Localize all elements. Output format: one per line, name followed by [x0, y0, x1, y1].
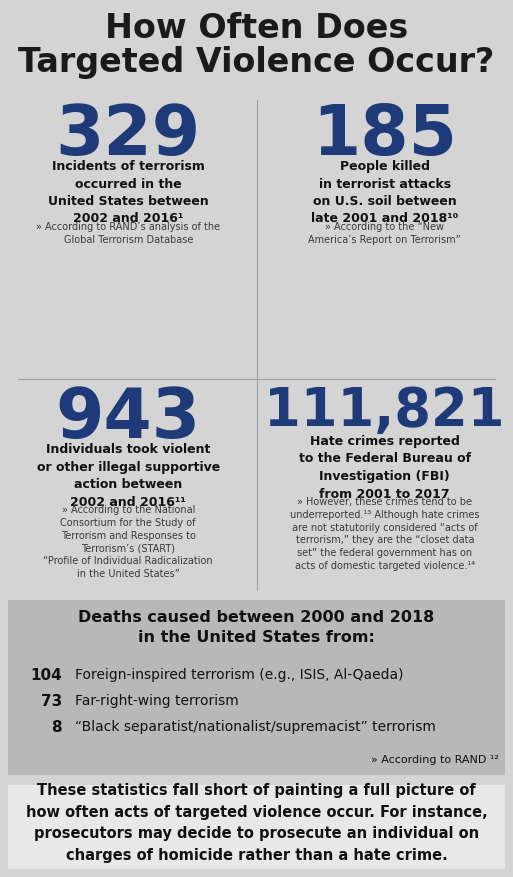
Text: People killed
in terrorist attacks
on U.S. soil between
late 2001 and 2018¹⁰: People killed in terrorist attacks on U.… — [311, 160, 459, 225]
Text: 185: 185 — [312, 102, 457, 169]
Text: » According to RAND ¹²: » According to RAND ¹² — [371, 755, 499, 765]
Text: Incidents of terrorism
occurred in the
United States between
2002 and 2016¹: Incidents of terrorism occurred in the U… — [48, 160, 209, 225]
Text: » According to the National
Consortium for the Study of
Terrorism and Responses : » According to the National Consortium f… — [44, 505, 213, 579]
Text: 329: 329 — [55, 102, 201, 169]
Text: 111,821: 111,821 — [265, 385, 505, 437]
FancyBboxPatch shape — [8, 785, 505, 869]
Text: Hate crimes reported
to the Federal Bureau of
Investigation (FBI)
from 2001 to 2: Hate crimes reported to the Federal Bure… — [299, 435, 471, 501]
Text: » However, these crimes tend to be
underreported.¹³ Although hate crimes
are not: » However, these crimes tend to be under… — [290, 497, 480, 571]
Text: “Black separatist/nationalist/supremacist” terrorism: “Black separatist/nationalist/supremacis… — [75, 720, 436, 734]
Text: Targeted Violence Occur?: Targeted Violence Occur? — [18, 46, 495, 79]
Text: Individuals took violent
or other illegal supportive
action between
2002 and 201: Individuals took violent or other illega… — [36, 443, 220, 509]
Text: » According to RAND’s analysis of the
Global Terrorism Database: » According to RAND’s analysis of the Gl… — [36, 222, 220, 245]
Text: Deaths caused between 2000 and 2018
in the United States from:: Deaths caused between 2000 and 2018 in t… — [78, 610, 435, 645]
Text: » According to the “New
America’s Report on Terrorism”: » According to the “New America’s Report… — [308, 222, 461, 245]
Text: 73: 73 — [41, 694, 62, 709]
Text: 8: 8 — [51, 720, 62, 735]
Text: 943: 943 — [56, 385, 201, 452]
FancyBboxPatch shape — [8, 600, 505, 775]
Text: How Often Does: How Often Does — [105, 12, 408, 45]
Text: Far-right-wing terrorism: Far-right-wing terrorism — [75, 694, 239, 708]
Text: 104: 104 — [30, 668, 62, 683]
Text: Foreign-inspired terrorism (e.g., ISIS, Al-Qaeda): Foreign-inspired terrorism (e.g., ISIS, … — [75, 668, 404, 682]
Text: These statistics fall short of painting a full picture of
how often acts of targ: These statistics fall short of painting … — [26, 783, 487, 863]
